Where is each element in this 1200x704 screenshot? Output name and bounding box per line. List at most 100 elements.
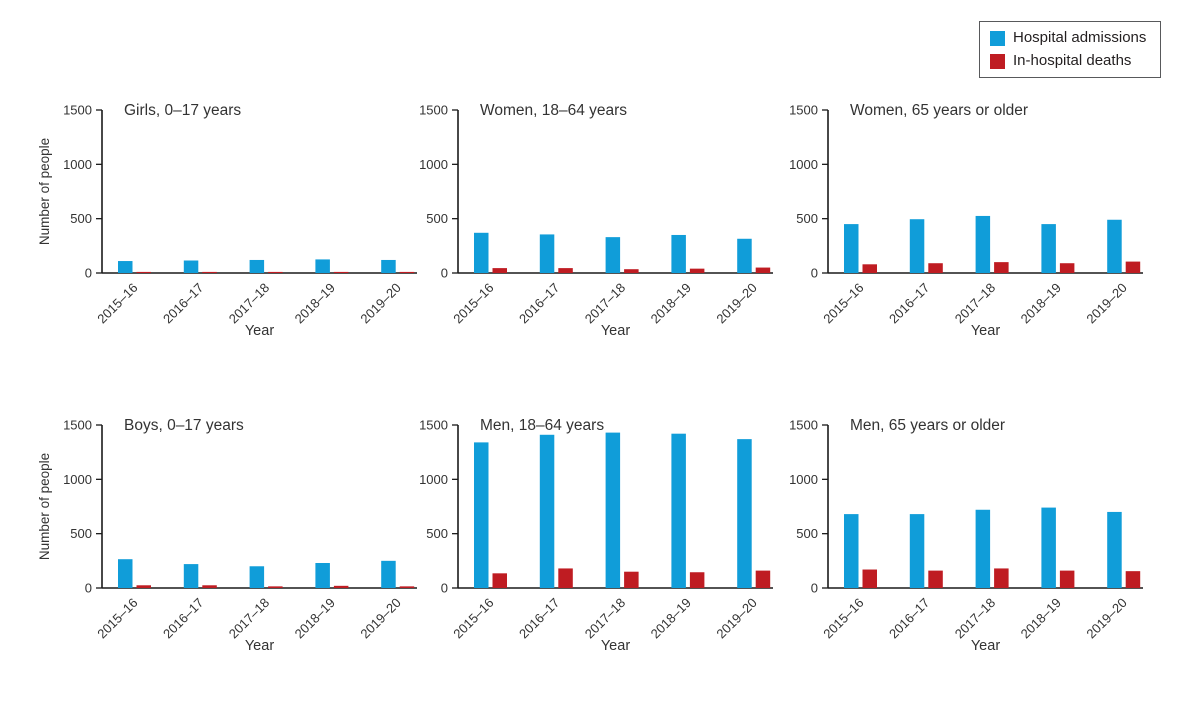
y-tick-label: 500 — [796, 526, 818, 541]
x-tick-label: 2019–20 — [1083, 280, 1129, 326]
deaths-bar — [928, 263, 943, 273]
admissions-bar — [539, 234, 555, 273]
x-tick-label: 2015–16 — [450, 595, 496, 641]
x-tick-label: 2018–19 — [1018, 280, 1064, 326]
legend-item-admissions: Hospital admissions — [990, 30, 1150, 46]
admissions-bar — [249, 566, 265, 588]
admissions-bar — [605, 432, 621, 588]
admissions-bar — [671, 234, 686, 273]
x-tick-label: 2015–16 — [450, 280, 496, 326]
admissions-bar — [671, 433, 686, 588]
y-tick-label: 1000 — [63, 472, 92, 487]
admissions-bar — [1107, 219, 1122, 273]
x-tick-label: 2015–16 — [94, 280, 140, 326]
x-tick-label: 2017–18 — [226, 595, 272, 641]
deaths-bar — [689, 268, 705, 273]
y-tick-label: 0 — [811, 581, 818, 596]
x-tick-label: 2016–17 — [516, 280, 562, 326]
y-tick-label: 1500 — [789, 418, 818, 433]
panel-title: Boys, 0–17 years — [124, 417, 244, 434]
deaths-bar — [399, 271, 415, 273]
y-tick-label: 0 — [811, 266, 818, 281]
deaths-bar — [333, 585, 349, 588]
y-tick-label: 1000 — [789, 472, 818, 487]
admissions-bar — [975, 509, 991, 588]
admissions-bar — [737, 238, 752, 273]
admissions-bar — [249, 259, 265, 273]
admissions-legend-label: Hospital admissions — [1013, 29, 1147, 46]
y-tick-label: 1000 — [419, 472, 448, 487]
y-axis-title: Number of people — [37, 453, 52, 560]
admissions-bar — [381, 560, 396, 588]
y-tick-label: 0 — [441, 581, 448, 596]
admissions-bar — [605, 237, 621, 273]
panel-title: Women, 18–64 years — [480, 102, 627, 119]
x-tick-label: 2015–16 — [820, 595, 866, 641]
admissions-bar — [183, 260, 199, 273]
admissions-swatch-icon — [990, 30, 1005, 46]
deaths-bar — [558, 268, 573, 273]
admissions-bar — [844, 514, 859, 588]
x-tick-label: 2019–20 — [713, 280, 759, 326]
y-tick-label: 1500 — [789, 103, 818, 118]
y-axis-title: Number of people — [37, 138, 52, 245]
admissions-bar — [844, 224, 859, 273]
y-tick-label: 1500 — [419, 103, 448, 118]
y-tick-label: 500 — [70, 526, 92, 541]
deaths-bar — [333, 271, 349, 273]
deaths-bar — [928, 570, 943, 588]
chart-panel-4: 0 500 1000 1500 2015–16 2016–17 2017–18 2018–19… — [419, 417, 773, 654]
chart-panel-2: 0 500 1000 1500 2015–16 2016–17 2017–18 2018–19… — [789, 102, 1143, 339]
admissions-bar — [183, 564, 199, 588]
deaths-bar — [1059, 263, 1075, 273]
admissions-bar — [737, 439, 752, 588]
x-tick-label: 2015–16 — [820, 280, 866, 326]
deaths-bar — [492, 268, 507, 273]
admissions-bar — [909, 219, 925, 273]
x-axis-title: Year — [601, 638, 630, 654]
x-tick-label: 2016–17 — [160, 280, 206, 326]
deaths-bar — [624, 269, 639, 273]
chart-panel-3: 0 500 1000 1500 2015–16 2016–17 2017–18 2018–19… — [37, 417, 417, 654]
chart-panel-0: 0 500 1000 1500 2015–16 2016–17 2017–18 2018–19… — [37, 102, 417, 339]
deaths-bar — [268, 586, 283, 588]
admissions-bar — [1041, 224, 1056, 273]
admissions-bar — [118, 559, 133, 588]
x-tick-label: 2019–20 — [713, 595, 759, 641]
y-tick-label: 0 — [441, 266, 448, 281]
x-tick-label: 2016–17 — [886, 280, 932, 326]
x-axis-title: Year — [971, 638, 1000, 654]
panel-title: Girls, 0–17 years — [124, 102, 241, 119]
deaths-legend-label: In-hospital deaths — [1013, 52, 1132, 69]
x-axis-title: Year — [971, 323, 1000, 339]
y-tick-label: 0 — [85, 581, 92, 596]
deaths-bar — [399, 586, 415, 588]
x-tick-label: 2017–18 — [582, 595, 628, 641]
panel-title: Women, 65 years or older — [850, 102, 1028, 119]
deaths-bar — [202, 585, 217, 588]
x-tick-label: 2018–19 — [648, 595, 694, 641]
admissions-bar — [381, 259, 396, 273]
admissions-bar — [539, 434, 555, 588]
x-tick-label: 2017–18 — [582, 280, 628, 326]
x-tick-label: 2017–18 — [952, 595, 998, 641]
admissions-bar — [474, 442, 489, 588]
deaths-bar — [755, 570, 771, 588]
x-tick-label: 2019–20 — [1083, 595, 1129, 641]
deaths-bar — [755, 267, 771, 273]
y-tick-label: 500 — [426, 526, 448, 541]
x-axis-title: Year — [245, 323, 274, 339]
x-tick-label: 2018–19 — [648, 280, 694, 326]
deaths-bar — [492, 573, 507, 588]
chart-panel-5: 0 500 1000 1500 2015–16 2016–17 2017–18 2018–19… — [789, 417, 1143, 654]
x-tick-label: 2018–19 — [292, 280, 338, 326]
x-tick-label: 2018–19 — [292, 595, 338, 641]
deaths-bar — [1059, 570, 1075, 588]
deaths-bar — [136, 271, 151, 273]
deaths-bar — [624, 571, 639, 588]
y-tick-label: 1000 — [63, 157, 92, 172]
x-tick-label: 2016–17 — [160, 595, 206, 641]
y-tick-label: 0 — [85, 266, 92, 281]
deaths-bar — [689, 572, 705, 588]
